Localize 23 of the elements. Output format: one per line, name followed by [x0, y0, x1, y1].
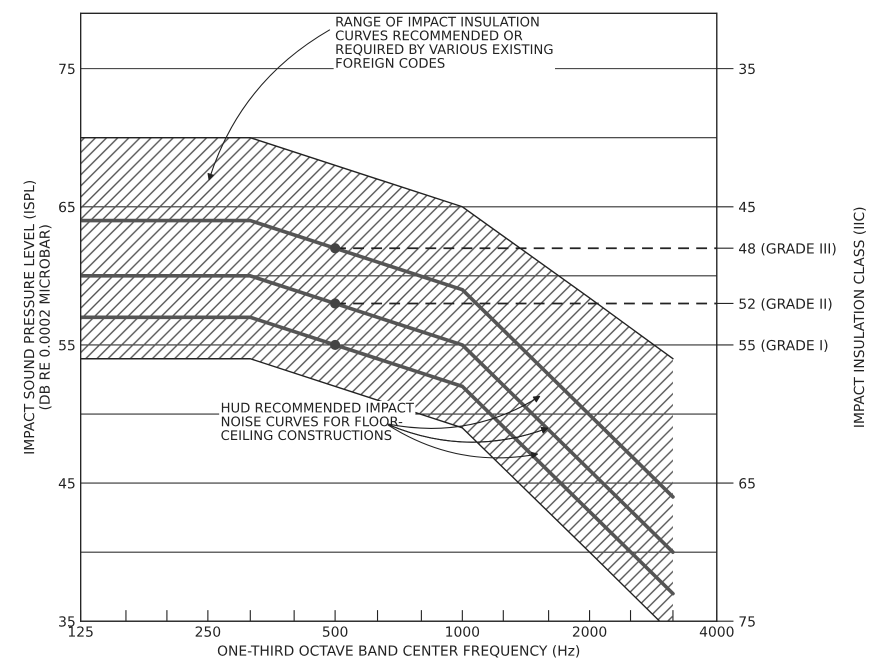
y2-tick-label: 35 — [739, 64, 755, 74]
y2-tick-label: 48 (GRADE III) — [739, 242, 836, 256]
y-tick-label: 75 — [59, 64, 75, 74]
y2-tick-label: 75 — [739, 616, 755, 627]
y2-tick-label: 45 — [739, 202, 755, 212]
y-tick-label: 55 — [59, 340, 75, 350]
y2-tick-label: 65 — [739, 478, 755, 489]
y2-axis-title: IMPACT INSULATION CLASS (IIC) — [853, 208, 866, 427]
x-tick-label: 2000 — [572, 626, 606, 637]
x-tick-label: 125 — [68, 626, 93, 637]
y2-tick-label: 52 (GRADE II) — [739, 298, 832, 311]
annotation: RANGE OF IMPACT INSULATION CURVES RECOMMENDED OR REQUIRED BY VARIOUS EXISTING FOREIGN CODES — [336, 16, 552, 68]
x-tick-label: 1000 — [446, 626, 480, 637]
y-tick-label: 45 — [58, 478, 75, 489]
x-tick-label: 250 — [196, 626, 220, 637]
y-axis-title: IMPACT SOUND PRESSURE LEVEL (ISPL) (DB RE 0.0002 MICROBAR) — [24, 180, 52, 454]
y-tick-label: 65 — [59, 202, 75, 212]
annotation: HUD RECOMMENDED IMPACT NOISE CURVES FOR FLOOR- CEILING CONSTRUCTIONS — [221, 402, 414, 440]
y2-tick-label: 55 (GRADE I) — [739, 340, 828, 352]
x-axis-title: ONE-THIRD OCTAVE BAND CENTER FREQUENCY (Hz) — [218, 645, 580, 658]
y-tick-label: 35 — [59, 616, 75, 627]
x-tick-label: 500 — [322, 626, 348, 637]
x-tick-label: 4000 — [700, 626, 734, 637]
